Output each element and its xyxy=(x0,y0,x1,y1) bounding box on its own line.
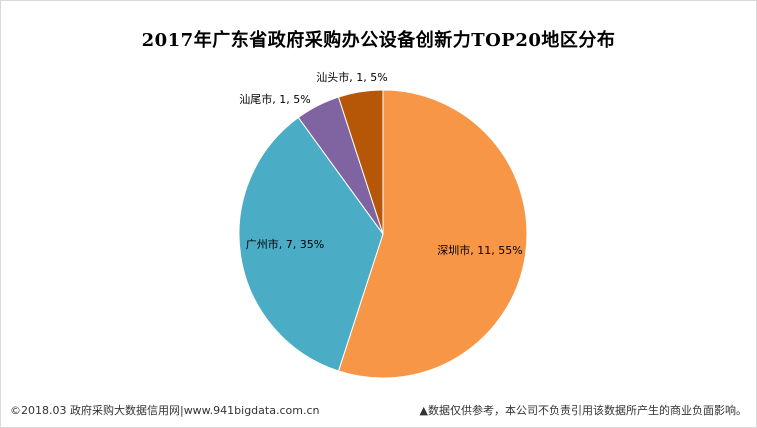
footer-copyright: ©2018.03 政府采购大数据信用网|www.941bigdata.com.c… xyxy=(10,404,320,417)
slice-label-3: 汕尾市, 1, 5% xyxy=(239,92,310,106)
pie-slice-2 xyxy=(238,116,384,372)
slice-label-1: 深圳市, 11, 55% xyxy=(437,243,522,257)
pie-slice-4 xyxy=(337,89,384,235)
footer-disclaimer: ▲数据仅供参考，本公司不负责引用该数据所产生的商业负面影响。 xyxy=(419,404,747,417)
pie-slice-1 xyxy=(337,89,528,379)
chart-title: 2017年广东省政府采购办公设备创新力TOP20地区分布 xyxy=(141,30,616,51)
slice-label-4: 汕头市, 1, 5% xyxy=(316,70,387,84)
slice-label-2: 广州市, 7, 35% xyxy=(246,237,324,251)
